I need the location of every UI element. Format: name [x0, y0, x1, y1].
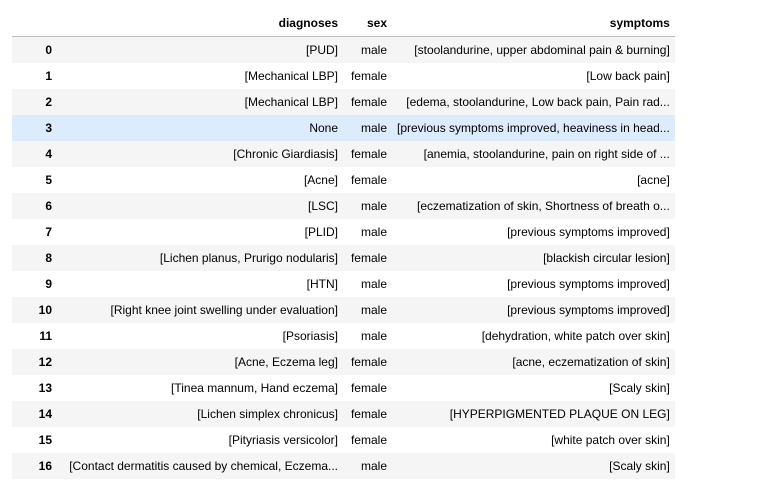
table-row: 11 [Psoriasis] male [dehydration, white pat…	[12, 323, 675, 349]
table-row: 2 [Mechanical LBP] female [edema, stoolandu…	[12, 89, 675, 115]
cell-diagnoses: [LSC]	[307, 199, 338, 213]
row-index: 1	[45, 69, 52, 83]
cell-diagnoses: [Right knee joint swelling under evaluat…	[110, 303, 338, 317]
cell-diagnoses: [Chronic Giardiasis]	[233, 147, 338, 161]
table-row: 0 [PUD] male [stoolandurine, upper abdomina…	[12, 36, 675, 63]
cell-sex: female	[350, 95, 387, 109]
cell-sex: female	[350, 407, 387, 421]
dataframe-table: diagnoses sex symptoms 0 [PUD] male [stoola…	[12, 10, 675, 479]
cell-diagnoses: [Mechanical LBP]	[244, 95, 338, 109]
column-header-symptoms: symptoms	[392, 10, 675, 37]
cell-diagnoses: [Tinea mannum, Hand eczema]	[171, 381, 338, 395]
row-index: 10	[38, 303, 52, 317]
row-index: 12	[38, 355, 52, 369]
row-index: 14	[38, 407, 52, 421]
table-row: 12 [Acne, Eczema leg] female [acne, eczemat…	[12, 349, 675, 375]
row-index: 0	[45, 43, 52, 57]
column-header-diagnoses: diagnoses	[57, 10, 343, 37]
cell-diagnoses: [Psoriasis]	[282, 329, 338, 343]
header-row: diagnoses sex symptoms	[12, 10, 675, 37]
cell-symptoms: [acne, eczematization of skin]	[512, 355, 670, 369]
cell-symptoms: [dehydration, white patch over skin]	[481, 329, 670, 343]
cell-diagnoses: [Pityriasis versicolor]	[228, 433, 338, 447]
cell-symptoms: [previous symptoms improved, heaviness i…	[397, 121, 670, 135]
table-row: 10 [Right knee joint swelling under evalu…	[12, 297, 675, 323]
cell-sex: female	[350, 173, 387, 187]
row-index: 13	[38, 381, 52, 395]
table-row: 9 [HTN] male [previous symptoms improved]	[12, 271, 675, 297]
cell-sex: male	[360, 329, 387, 343]
cell-sex: female	[350, 433, 387, 447]
row-index: 9	[45, 277, 52, 291]
row-index: 7	[45, 225, 52, 239]
row-index: 15	[38, 433, 52, 447]
cell-sex: male	[360, 303, 387, 317]
table-row: 14 [Lichen simplex chronicus] female [HYPER…	[12, 401, 675, 427]
row-index: 4	[45, 147, 52, 161]
row-index: 3	[45, 121, 52, 135]
row-index: 6	[45, 199, 52, 213]
cell-symptoms: [Scaly skin]	[609, 381, 670, 395]
cell-diagnoses: [PUD]	[305, 43, 338, 57]
cell-symptoms: [stoolandurine, upper abdominal pain & b…	[414, 43, 670, 57]
cell-sex: male	[360, 121, 387, 135]
table-row: 1 [Mechanical LBP] female [Low back pain]	[12, 63, 675, 89]
cell-diagnoses: [Lichen simplex chronicus]	[197, 407, 338, 421]
cell-symptoms: [previous symptoms improved]	[507, 225, 670, 239]
cell-symptoms: [acne]	[637, 173, 670, 187]
row-index: 2	[45, 95, 52, 109]
table-row: 3 None male [previous symptoms improved, he…	[12, 115, 675, 141]
cell-diagnoses: None	[309, 121, 338, 135]
cell-sex: female	[350, 381, 387, 395]
cell-diagnoses: [HTN]	[306, 277, 338, 291]
table-body: 0 [PUD] male [stoolandurine, upper abdomina…	[12, 36, 675, 479]
table-row: 16 [Contact dermatitis caused by chemical…	[12, 453, 675, 479]
cell-diagnoses: [Contact dermatitis caused by chemical, …	[69, 459, 338, 473]
table-row: 6 [LSC] male [eczematization of skin, Short…	[12, 193, 675, 219]
cell-symptoms: [white patch over skin]	[551, 433, 670, 447]
cell-symptoms: [anemia, stoolandurine, pain on right si…	[423, 147, 670, 161]
table-row: 7 [PLID] male [previous symptoms improved]	[12, 219, 675, 245]
cell-diagnoses: [Lichen planus, Prurigo nodularis]	[159, 251, 338, 265]
cell-symptoms: [previous symptoms improved]	[507, 277, 670, 291]
dataframe-output: diagnoses sex symptoms 0 [PUD] male [stoola…	[12, 10, 675, 479]
cell-symptoms: [Low back pain]	[586, 69, 670, 83]
cell-sex: female	[350, 147, 387, 161]
index-header	[12, 10, 57, 37]
cell-diagnoses: [PLID]	[304, 225, 338, 239]
cell-diagnoses: [Mechanical LBP]	[244, 69, 338, 83]
table-header: diagnoses sex symptoms	[12, 10, 675, 37]
cell-symptoms: [HYPERPIGMENTED PLAQUE ON LEG]	[449, 407, 670, 421]
cell-sex: female	[350, 251, 387, 265]
row-index: 11	[39, 329, 52, 343]
cell-sex: female	[350, 355, 387, 369]
row-index: 16	[38, 459, 52, 473]
column-header-sex: sex	[343, 10, 392, 37]
cell-symptoms: [blackish circular lesion]	[543, 251, 670, 265]
cell-diagnoses: [Acne, Eczema leg]	[234, 355, 338, 369]
cell-diagnoses: [Acne]	[303, 173, 338, 187]
table-row: 13 [Tinea mannum, Hand eczema] female [Scal…	[12, 375, 675, 401]
cell-sex: male	[360, 43, 387, 57]
table-row: 8 [Lichen planus, Prurigo nodularis] femal…	[12, 245, 675, 271]
cell-symptoms: [previous symptoms improved]	[507, 303, 670, 317]
table-row: 4 [Chronic Giardiasis] female [anemia, stoo…	[12, 141, 675, 167]
row-index: 8	[45, 251, 52, 265]
cell-sex: female	[350, 69, 387, 83]
table-row: 5 [Acne] female [acne]	[12, 167, 675, 193]
cell-symptoms: [edema, stoolandurine, Low back pain, Pa…	[406, 95, 670, 109]
cell-sex: male	[360, 459, 387, 473]
cell-sex: male	[360, 225, 387, 239]
cell-symptoms: [Scaly skin]	[609, 459, 670, 473]
cell-sex: male	[360, 277, 387, 291]
row-index: 5	[45, 173, 52, 187]
cell-symptoms: [eczematization of skin, Shortness of br…	[417, 199, 670, 213]
cell-sex: male	[360, 199, 387, 213]
table-row: 15 [Pityriasis versicolor] female [white pa…	[12, 427, 675, 453]
